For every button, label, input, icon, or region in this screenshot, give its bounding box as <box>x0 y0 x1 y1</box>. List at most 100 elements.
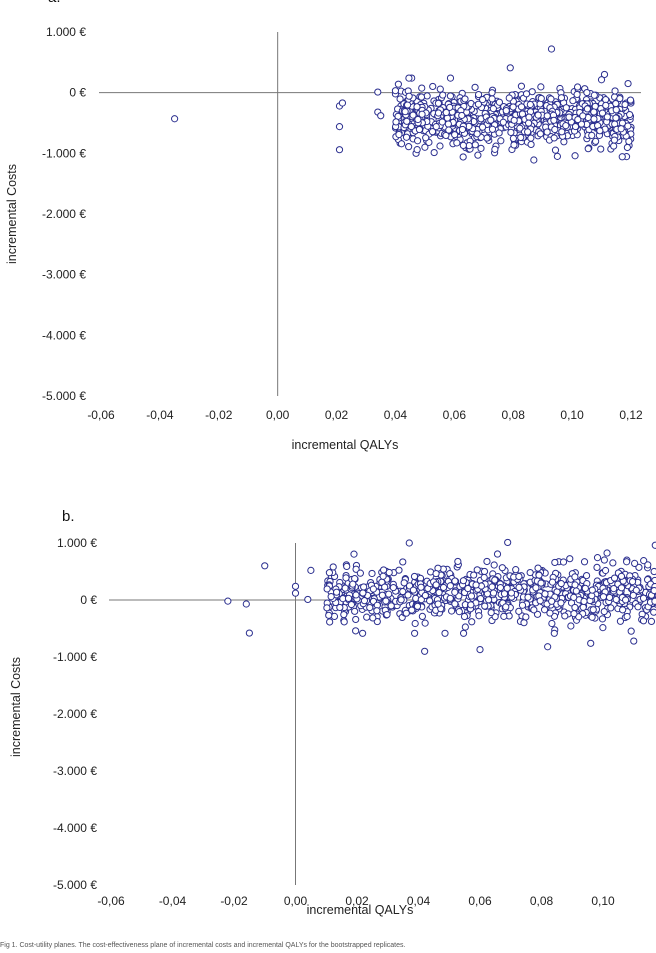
data-point <box>623 558 631 566</box>
data-point <box>629 591 637 599</box>
data-point <box>378 591 386 599</box>
data-point <box>472 581 480 589</box>
data-point <box>600 556 608 564</box>
data-point <box>464 584 472 593</box>
data-point <box>373 617 381 626</box>
data-point <box>352 615 360 624</box>
data-point <box>434 600 442 608</box>
data-point <box>421 591 429 600</box>
data-point <box>562 104 570 112</box>
data-point <box>438 118 446 126</box>
data-point <box>401 108 409 116</box>
data-point <box>344 594 353 602</box>
data-point <box>359 629 367 637</box>
data-point <box>350 550 358 558</box>
data-point <box>389 583 397 592</box>
data-point <box>590 108 598 116</box>
data-point <box>544 643 552 651</box>
data-point <box>429 82 437 91</box>
data-point <box>573 90 581 99</box>
data-point <box>650 586 656 595</box>
data-point <box>329 563 337 571</box>
data-point <box>617 125 625 133</box>
data-point <box>385 590 393 598</box>
data-point <box>557 599 565 607</box>
data-point <box>434 99 443 107</box>
data-point <box>510 116 518 124</box>
data-point <box>623 143 632 152</box>
data-point <box>459 577 468 585</box>
data-point <box>597 76 606 84</box>
data-point <box>550 134 558 142</box>
data-point <box>532 584 540 592</box>
x-tick-label: -0,02 <box>220 894 248 908</box>
data-point <box>402 609 410 617</box>
data-point <box>626 110 634 119</box>
data-point <box>617 584 626 592</box>
data-point <box>374 88 382 96</box>
data-point <box>498 564 506 572</box>
data-point <box>574 115 582 124</box>
data-point <box>601 566 610 575</box>
data-point <box>597 145 605 153</box>
data-point <box>626 96 635 104</box>
data-point <box>581 584 589 592</box>
data-point <box>446 594 454 602</box>
data-point <box>588 586 596 594</box>
y-tick-label: -2.000 € <box>42 207 86 221</box>
data-point <box>458 125 467 134</box>
data-point <box>599 593 608 601</box>
data-point <box>335 123 344 131</box>
data-point <box>537 94 545 103</box>
data-point <box>245 629 253 637</box>
data-point <box>330 612 339 621</box>
data-point <box>373 607 381 615</box>
data-point <box>551 146 560 154</box>
panel-label-a: a. <box>48 0 61 6</box>
data-point <box>582 571 591 580</box>
data-point <box>573 83 582 91</box>
data-point <box>534 111 542 119</box>
x-tick-label: 0,00 <box>266 408 290 422</box>
data-point <box>515 572 523 581</box>
data-point <box>307 566 315 574</box>
data-point <box>473 566 481 574</box>
data-point <box>491 145 499 153</box>
data-point <box>548 597 556 605</box>
y-tick-label: -2.000 € <box>53 707 97 721</box>
y-tick-label: 1.000 € <box>57 536 97 550</box>
data-point <box>352 591 360 599</box>
data-point <box>474 151 482 159</box>
data-point <box>607 604 615 612</box>
data-point <box>336 603 344 612</box>
data-point <box>577 120 586 128</box>
data-point <box>536 130 544 138</box>
data-point <box>360 597 369 605</box>
data-point <box>461 623 469 631</box>
data-point <box>541 590 549 598</box>
data-point <box>543 112 551 120</box>
data-point <box>304 595 312 604</box>
data-point <box>446 582 454 590</box>
data-point <box>432 581 440 589</box>
data-point <box>593 554 602 562</box>
data-point <box>413 146 421 154</box>
data-point <box>470 571 478 579</box>
data-point <box>335 146 344 154</box>
data-point <box>445 126 453 134</box>
data-point <box>347 600 356 609</box>
data-point <box>562 122 570 130</box>
data-point <box>569 97 577 105</box>
data-point <box>380 566 388 574</box>
data-point <box>421 619 429 627</box>
data-point <box>536 597 544 605</box>
data-point <box>632 586 640 594</box>
data-point <box>261 562 269 570</box>
y-axis-title: incremental Costs <box>9 657 23 757</box>
data-point <box>400 579 408 587</box>
data-point <box>471 83 479 91</box>
data-point <box>557 579 565 588</box>
data-point <box>547 95 555 103</box>
data-point <box>476 645 484 654</box>
data-point <box>481 602 489 610</box>
